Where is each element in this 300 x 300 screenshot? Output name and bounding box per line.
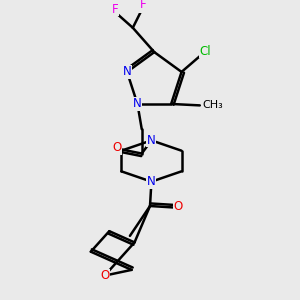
Text: N: N bbox=[133, 98, 142, 110]
Text: CH₃: CH₃ bbox=[203, 100, 224, 110]
Text: O: O bbox=[112, 141, 122, 154]
Text: N: N bbox=[147, 134, 156, 147]
Text: N: N bbox=[147, 175, 156, 188]
Text: O: O bbox=[173, 200, 183, 212]
Text: Cl: Cl bbox=[199, 45, 211, 58]
Text: F: F bbox=[140, 0, 146, 11]
Text: F: F bbox=[112, 3, 118, 16]
Text: O: O bbox=[100, 269, 109, 282]
Text: N: N bbox=[123, 65, 131, 78]
